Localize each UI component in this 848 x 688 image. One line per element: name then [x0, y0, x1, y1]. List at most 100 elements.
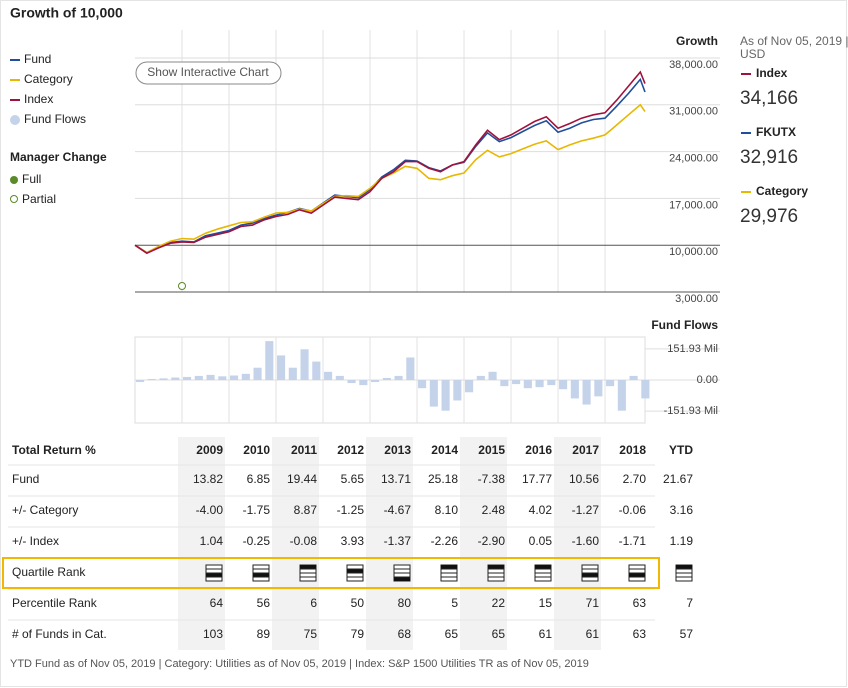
series-line	[134, 103, 646, 254]
cell: 0.05	[529, 534, 553, 548]
cell: 80	[398, 596, 412, 610]
quartile-mark	[253, 573, 269, 577]
cell: 25.18	[428, 472, 458, 486]
cell: -2.26	[431, 534, 459, 548]
table-header: 2011	[291, 443, 317, 457]
quartile-mark	[676, 565, 692, 569]
cell: 17.77	[522, 472, 552, 486]
cell: 2.70	[623, 472, 647, 486]
cell: 7	[686, 596, 693, 610]
table-header: 2018	[619, 443, 646, 457]
flow-bar	[606, 380, 615, 387]
interactive-chart-button[interactable]: Show Interactive Chart	[135, 61, 282, 85]
cell: 65	[445, 627, 459, 641]
flow-bar	[559, 380, 568, 390]
quartile-mark	[629, 573, 645, 577]
button-box[interactable]	[135, 61, 282, 85]
y-tick-label: 31,000.00	[669, 106, 718, 118]
y-tick-label: 17,000.00	[669, 199, 718, 211]
flow-bar	[382, 377, 391, 380]
manager-partial: Partial	[22, 192, 56, 206]
cell: 89	[257, 627, 271, 641]
table-header: 2010	[243, 443, 270, 457]
cell: -1.71	[619, 534, 647, 548]
cell: 10.56	[569, 472, 599, 486]
flow-bar	[547, 380, 556, 386]
series-line	[134, 77, 646, 254]
cell: 2.48	[482, 503, 506, 517]
flow-bar	[347, 380, 356, 384]
cell: 6	[310, 596, 317, 610]
flow-bar	[288, 367, 297, 380]
quartile-mark	[347, 569, 363, 573]
summary-name: FKUTX	[756, 125, 796, 139]
cell: -0.25	[243, 534, 271, 548]
flow-bar	[441, 380, 450, 411]
cell: 1.19	[670, 534, 694, 548]
cell: 19.44	[287, 472, 317, 486]
quartile-mark	[535, 565, 551, 569]
cell: 15	[539, 596, 553, 610]
summary-value: 34,166	[740, 88, 798, 109]
flow-bar	[359, 380, 368, 386]
cell: 3.93	[341, 534, 365, 548]
flow-bar	[300, 349, 309, 380]
quartile-mark	[394, 577, 410, 581]
full-icon	[10, 176, 18, 184]
cell: 13.71	[381, 472, 411, 486]
flow-bar	[453, 380, 462, 401]
manager-change-title: Manager Change	[10, 150, 107, 164]
cell: 68	[398, 627, 412, 641]
cell: 50	[351, 596, 365, 610]
cell: 63	[633, 596, 647, 610]
flow-bar	[523, 380, 532, 389]
cell: 65	[492, 627, 506, 641]
cell: -1.60	[572, 534, 600, 548]
flow-bar	[512, 380, 521, 385]
flow-bar	[406, 357, 415, 380]
cell: 8.10	[435, 503, 459, 517]
flow-bar	[312, 361, 321, 380]
cell: 5	[451, 596, 458, 610]
flow-bar	[500, 380, 509, 387]
cell: -0.06	[619, 503, 647, 517]
flow-bar	[194, 375, 203, 380]
row-label: +/- Index	[12, 534, 59, 548]
flow-bar	[253, 367, 262, 380]
flow-bar	[394, 375, 403, 380]
cell: 13.82	[193, 472, 223, 486]
y-tick-label: 151.93 Mil	[667, 343, 718, 355]
column-shade	[178, 437, 225, 650]
table-header: 2015	[478, 443, 505, 457]
quartile-mark	[300, 565, 316, 569]
cell: 63	[633, 627, 647, 641]
flow-bar	[429, 380, 438, 407]
quartile-mark	[206, 573, 222, 577]
summary-name: Index	[756, 66, 788, 80]
flow-bar	[582, 380, 591, 405]
flow-bar	[465, 380, 474, 393]
table-header: 2009	[196, 443, 223, 457]
cell: 71	[586, 596, 600, 610]
legend-label: Category	[24, 72, 73, 86]
flow-bar	[594, 380, 603, 397]
cell: 79	[351, 627, 365, 641]
column-shade	[366, 437, 413, 650]
summary-value: 29,976	[740, 206, 798, 227]
table-header: 2012	[337, 443, 364, 457]
cell: -1.25	[337, 503, 365, 517]
flow-bar	[476, 375, 485, 380]
table-header: YTD	[669, 443, 693, 457]
flow-bar	[159, 378, 168, 380]
flow-bar	[265, 341, 274, 380]
flow-bar	[570, 380, 579, 399]
as-of-unit: USD	[740, 47, 766, 61]
y-tick-label: 38,000.00	[669, 59, 718, 71]
flow-bar	[629, 375, 638, 380]
button-label[interactable]: Show Interactive Chart	[147, 65, 269, 79]
table-header: Total Return %	[12, 443, 96, 457]
y-tick-label: 3,000.00	[675, 293, 718, 305]
flow-bar	[418, 380, 427, 389]
flow-bar	[335, 375, 344, 380]
